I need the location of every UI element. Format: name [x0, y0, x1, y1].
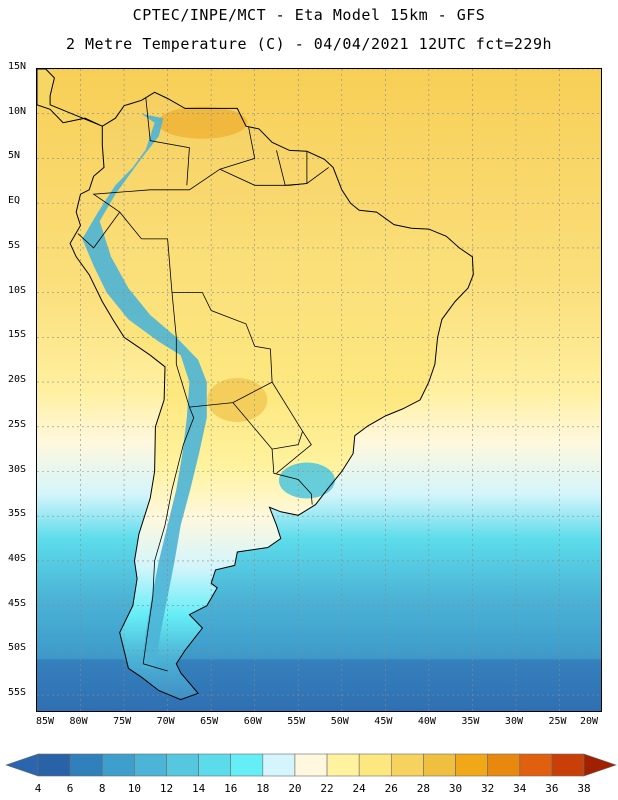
country-border	[92, 127, 256, 240]
colorbar-swatch	[326, 753, 360, 777]
lat-label: 40S	[8, 552, 27, 564]
lat-label: 45S	[8, 597, 27, 609]
lon-label: 55W	[287, 716, 306, 727]
colorbar-level-label: 22	[320, 782, 334, 795]
colorbar-under-arrow	[5, 753, 39, 777]
colorbar-swatch	[101, 753, 135, 777]
central-america-land	[37, 69, 103, 127]
colorbar-level-label: 6	[66, 782, 74, 795]
colorbar-swatch	[551, 753, 585, 777]
lon-label: 65W	[200, 716, 219, 727]
colorbar-level-label: 8	[98, 782, 106, 795]
lat-label: EQ	[8, 195, 21, 207]
lon-label: 20W	[580, 716, 599, 727]
cool-area-uruguay	[278, 462, 335, 499]
graticule	[37, 69, 601, 711]
lon-label: 45W	[374, 716, 393, 727]
chart-title-line1: CPTEC/INPE/MCT - Eta Model 15km - GFS	[132, 6, 486, 24]
colorbar-swatch	[390, 753, 424, 777]
southern-ocean-band	[37, 659, 601, 711]
colorbar	[5, 753, 617, 777]
colorbar-swatch	[519, 753, 553, 777]
lon-label: 85W	[36, 716, 55, 727]
lat-label: 10N	[8, 105, 27, 117]
colorbar-swatch	[455, 753, 488, 777]
colorbar-level-label: 24	[352, 782, 366, 795]
colorbar-swatch	[262, 753, 296, 777]
colorbar-swatch	[423, 753, 456, 777]
andes-temperature-band	[82, 113, 207, 669]
colorbar-swatch	[358, 753, 392, 777]
lat-label: 5S	[8, 239, 21, 251]
lon-label: 50W	[330, 716, 349, 727]
chart-title-line2: 2 Metre Temperature (C) - 04/04/2021 12U…	[65, 35, 553, 53]
country-border	[77, 211, 121, 249]
lon-label: 40W	[417, 716, 436, 727]
lat-label: 30S	[8, 463, 27, 475]
colorbar-level-label: 32	[481, 782, 495, 795]
colorbar-swatch	[487, 753, 521, 777]
colorbar-level-label: 14	[191, 782, 206, 795]
colorbar-level-label: 10	[127, 782, 141, 795]
country-border	[141, 238, 312, 474]
map-panel	[36, 68, 602, 712]
lat-label: 50S	[8, 642, 27, 654]
country-border	[142, 406, 195, 672]
lon-label: 25W	[548, 716, 567, 727]
lat-label: 15N	[8, 61, 27, 72]
lat-label: 20S	[8, 374, 27, 386]
colorbar-swatch	[198, 753, 232, 777]
lat-label: 15S	[8, 329, 27, 341]
lat-label: 55S	[8, 687, 27, 699]
country-border	[271, 449, 313, 505]
colorbar-level-label: 34	[513, 782, 527, 795]
colorbar-over-arrow	[583, 753, 617, 777]
colorbar-level-label: 26	[384, 782, 398, 795]
country-border	[171, 292, 273, 408]
colorbar-level-label: 16	[224, 782, 238, 795]
colorbar-level-label: 12	[159, 782, 174, 795]
colorbar-level-label: 38	[577, 782, 591, 795]
colorbar-level-label: 4	[34, 782, 42, 795]
lon-label: 75W	[113, 716, 132, 727]
country-border	[145, 97, 190, 186]
lon-label: 60W	[243, 716, 262, 727]
colorbar-swatch	[166, 753, 199, 777]
colorbar-level-label: 36	[545, 782, 559, 795]
country-border	[276, 150, 308, 186]
colorbar-level-label: 20	[288, 782, 302, 795]
coastline	[37, 69, 474, 701]
colorbar-swatch	[69, 753, 103, 777]
colorbar-swatch	[37, 753, 71, 777]
andes-cold-band	[82, 113, 207, 669]
coastline-south-america	[69, 91, 474, 701]
lat-label: 35S	[8, 508, 27, 520]
colorbar-level-label: 28	[416, 782, 431, 795]
lon-label: 80W	[69, 716, 88, 727]
coastline-central-america	[37, 69, 103, 127]
colorbar-swatch	[230, 753, 264, 777]
lat-label: 5N	[8, 150, 21, 162]
colorbar-level-label: 18	[256, 782, 270, 795]
lon-label: 35W	[461, 716, 480, 727]
colorbar-swatch	[294, 753, 328, 777]
temperature-map	[37, 69, 601, 711]
lat-label: 25S	[8, 418, 27, 430]
lat-label: 10S	[8, 284, 27, 296]
country-border	[232, 402, 303, 450]
lon-label: 30W	[504, 716, 523, 727]
lon-label: 70W	[156, 716, 175, 727]
warm-core-venezuela	[157, 106, 248, 139]
colorbar-level-label: 30	[448, 782, 463, 795]
colorbar-swatch	[134, 753, 167, 777]
